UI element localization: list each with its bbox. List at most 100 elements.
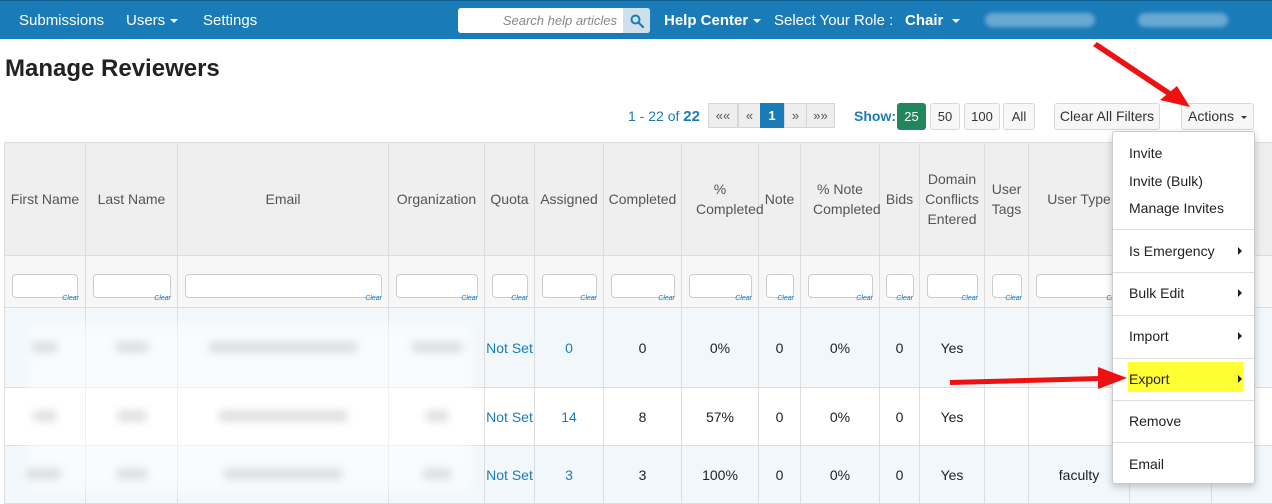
page-current-button[interactable]: 1 [760,103,784,128]
role-dropdown[interactable]: Chair [905,12,960,29]
menu-item-invite-bulk[interactable]: Invite (Bulk) [1113,171,1254,191]
nav-users-dropdown[interactable]: Users [126,12,178,29]
conflicts-cell: Yes [920,446,985,504]
page-size-label: Show: [854,108,896,124]
results-range-text: 1 - 22 of [628,108,679,124]
filter-assigned[interactable] [542,274,597,298]
assigned-link[interactable]: 14 [561,409,577,425]
nav-submissions[interactable]: Submissions [19,12,104,29]
col-email[interactable]: Email [178,143,389,256]
help-search [458,8,650,33]
assigned-link[interactable]: 3 [565,467,573,483]
is-emergency-label: Is Emergency [1129,243,1215,259]
col-assigned[interactable]: Assigned [535,143,604,256]
clear-filter-bids[interactable]: Clear [896,295,913,302]
filter-quota[interactable] [492,274,528,298]
filter-bids[interactable] [886,274,914,298]
menu-item-import[interactable]: Import [1113,326,1254,346]
filter-user-type[interactable] [1036,274,1123,298]
page-next-button[interactable]: » [784,103,807,128]
filter-pct-note-completed[interactable] [808,274,873,298]
export-label: Export [1129,371,1169,387]
col-bids[interactable]: Bids [880,143,920,256]
clear-all-filters-button[interactable]: Clear All Filters [1054,103,1160,130]
clear-filter-email[interactable]: Clear [365,295,382,302]
filter-user-tags[interactable] [992,274,1022,298]
bids-cell: 0 [880,388,920,446]
menu-item-export[interactable]: Export [1113,369,1254,389]
chevron-down-icon [753,19,761,23]
col-pct-completed[interactable]: % Completed [682,143,759,256]
results-range: 1 - 22 of 22 [628,108,700,125]
clear-filter-last-name[interactable]: Clear [154,295,171,302]
clear-filter-domain-conflicts[interactable]: Clear [961,295,978,302]
filter-pct-completed[interactable] [689,274,752,298]
col-note[interactable]: Note [759,143,801,256]
col-pct-note-completed[interactable]: % Note Completed [801,143,880,256]
arrow-to-actions-icon [1093,42,1190,107]
filter-last-name[interactable] [93,274,171,298]
menu-item-manage-invites[interactable]: Manage Invites [1113,198,1254,218]
pct-note-cell: 0% [801,308,880,388]
nav-settings[interactable]: Settings [203,12,257,29]
user-account-menu-blurred[interactable] [985,13,1095,27]
clear-filter-completed[interactable]: Clear [658,295,675,302]
clear-filter-quota[interactable]: Clear [511,295,528,302]
chevron-right-icon [1238,375,1242,383]
page-size-25[interactable]: 25 [897,103,926,130]
clear-filter-first-name[interactable]: Clear [62,295,79,302]
col-user-tags[interactable]: User Tags [985,143,1029,256]
col-organization[interactable]: Organization [389,143,485,256]
filter-first-name[interactable] [12,274,78,298]
col-quota[interactable]: Quota [485,143,535,256]
menu-item-is-emergency[interactable]: Is Emergency [1113,241,1254,261]
col-last-name[interactable]: Last Name [86,143,178,256]
note-cell: 0 [759,446,801,504]
results-total: 22 [683,108,700,125]
page-prev-button[interactable]: « [738,103,761,128]
filter-email[interactable] [185,274,382,298]
conflicts-cell: Yes [920,308,985,388]
col-domain-conflicts[interactable]: Domain Conflicts Entered [920,143,985,256]
col-first-name[interactable]: First Name [5,143,86,256]
menu-divider [1113,358,1254,359]
page-last-button[interactable]: »» [806,103,835,128]
clear-filter-organization[interactable]: Clear [461,295,478,302]
menu-divider [1113,315,1254,316]
filter-organization[interactable] [396,274,478,298]
chevron-down-icon [1241,116,1247,119]
menu-item-email[interactable]: Email [1113,454,1254,474]
col-completed[interactable]: Completed [604,143,682,256]
bulk-edit-label: Bulk Edit [1129,285,1184,301]
completed-cell: 8 [604,388,682,446]
select-role-label: Select Your Role : [774,12,893,29]
actions-dropdown-button[interactable]: Actions [1181,103,1254,130]
search-button[interactable] [623,8,650,33]
filter-completed[interactable] [611,274,675,298]
menu-item-invite[interactable]: Invite [1113,143,1254,163]
page-size-all[interactable]: All [1003,103,1035,130]
filter-domain-conflicts[interactable] [927,274,978,298]
nav-users-label: Users [126,12,165,29]
help-center-dropdown[interactable]: Help Center [664,12,761,29]
page-size-100[interactable]: 100 [964,103,1000,130]
menu-item-bulk-edit[interactable]: Bulk Edit [1113,283,1254,303]
page-size-50[interactable]: 50 [930,103,960,130]
assigned-link[interactable]: 0 [565,340,573,356]
note-cell: 0 [759,388,801,446]
clear-filter-assigned[interactable]: Clear [580,295,597,302]
filter-note[interactable] [766,274,794,298]
menu-item-remove[interactable]: Remove [1113,411,1254,431]
quota-link[interactable]: Not Set [486,409,533,425]
menu-divider [1113,400,1254,401]
actions-label: Actions [1188,108,1234,124]
quota-link[interactable]: Not Set [486,340,533,356]
page-first-button[interactable]: «« [708,103,738,128]
clear-filter-pct-note[interactable]: Clear [856,295,873,302]
clear-filter-user-tags[interactable]: Clear [1005,295,1022,302]
help-search-input[interactable] [458,8,623,33]
quota-link[interactable]: Not Set [486,467,533,483]
clear-filter-note[interactable]: Clear [777,295,794,302]
clear-filter-pct-completed[interactable]: Clear [735,295,752,302]
conference-menu-blurred[interactable] [1138,13,1228,27]
